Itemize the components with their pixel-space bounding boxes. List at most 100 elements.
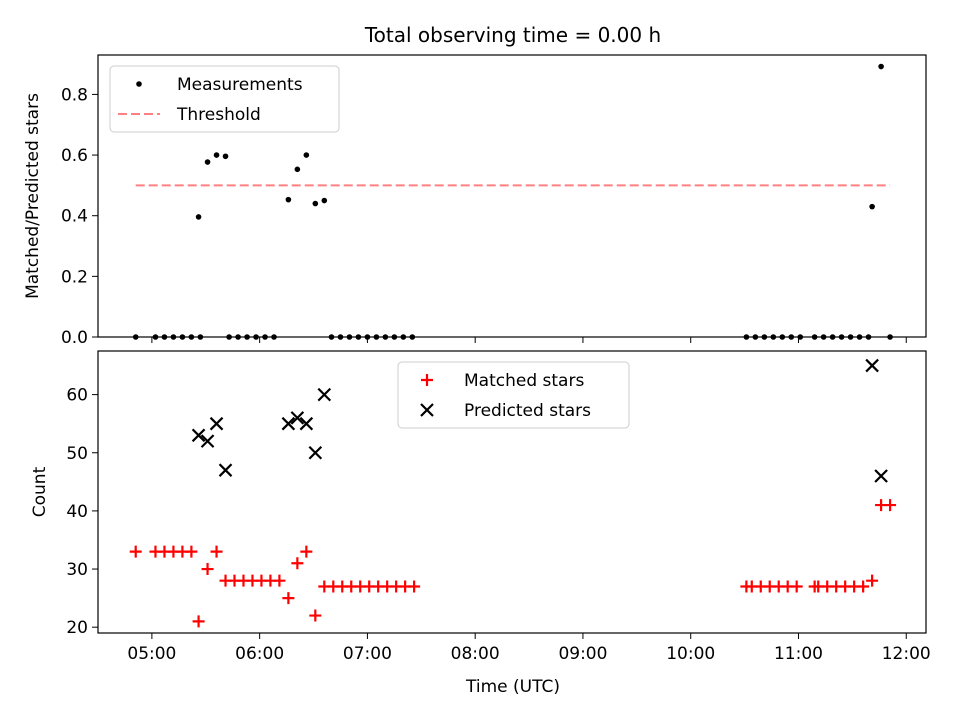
- y-tick-label: 0.0: [61, 328, 88, 348]
- predicted-star-point: [308, 445, 323, 460]
- measurement-point: [244, 334, 250, 340]
- legend: Matched stars Predicted stars: [397, 361, 630, 429]
- measurement-point: [253, 334, 259, 340]
- predicted-star-point: [191, 428, 206, 443]
- plot-frame: [97, 350, 927, 634]
- measurement-point: [213, 152, 220, 158]
- matched-star-point: [291, 557, 304, 570]
- y-tick-label: 30: [66, 560, 88, 580]
- legend-box: [397, 361, 630, 429]
- x-axis-label: Time (UTC): [465, 677, 560, 697]
- y-tick-label: 20: [66, 618, 88, 638]
- measurement-point: [761, 334, 768, 340]
- matched-star-point: [201, 563, 214, 576]
- measurement-point: [161, 334, 168, 340]
- y-tick-label: 50: [66, 444, 88, 464]
- measurement-point: [303, 152, 310, 158]
- legend-marker-matched: [421, 374, 433, 386]
- measurement-point: [226, 334, 232, 340]
- x-tick-label: 10:00: [666, 644, 715, 664]
- measurement-point: [820, 334, 827, 340]
- x-tick-label: 07:00: [343, 644, 392, 664]
- predicted-star-point: [281, 416, 296, 431]
- measurement-point: [204, 159, 211, 165]
- measurement-point: [743, 334, 750, 340]
- predicted-star-point: [299, 416, 314, 431]
- measurement-point: [132, 334, 139, 340]
- x-tick-label: 08:00: [451, 644, 500, 664]
- measurement-point: [235, 334, 241, 340]
- predicted-star-point: [317, 387, 332, 402]
- measurement-point: [865, 334, 872, 340]
- measurement-point: [869, 203, 875, 210]
- legend-box: [109, 65, 340, 133]
- measurement-point: [312, 200, 319, 207]
- measurement-point: [391, 334, 398, 340]
- measurement-point: [797, 334, 804, 340]
- y-tick-label: 40: [66, 502, 88, 522]
- y-tick-label: 0.8: [61, 85, 88, 105]
- measurement-point: [337, 334, 344, 340]
- predicted-star-point: [874, 469, 888, 483]
- measurement-point: [878, 63, 884, 70]
- top-panel: 0.0 0.2 0.4 0.6 0.8 Matched/Predicted stars Me…: [23, 54, 927, 348]
- predicted-star-point: [290, 411, 305, 425]
- x-tick-label: 06:00: [235, 644, 284, 664]
- measurement-point: [770, 334, 777, 340]
- measurement-point: [811, 334, 818, 340]
- matched-star-point: [884, 499, 897, 512]
- measurement-point: [294, 166, 301, 173]
- measurement-point: [838, 334, 845, 340]
- measurement-point: [355, 334, 362, 340]
- chart-title: Total observing time = 0.00 h: [364, 23, 661, 47]
- y-tick-label: 0.6: [61, 146, 88, 166]
- matched-star-point: [408, 580, 421, 593]
- predicted-star-point: [218, 463, 233, 477]
- matched-star-point: [185, 545, 198, 558]
- matched-star-point: [273, 574, 286, 587]
- legend: Measurements Threshold: [109, 65, 340, 133]
- measurement-point: [285, 196, 292, 203]
- plot-frame: [97, 54, 927, 338]
- x-tick-label: 12:00: [882, 644, 931, 664]
- measurement-point: [829, 334, 836, 340]
- measurement-point: [847, 334, 854, 340]
- matched-star-point: [129, 545, 142, 558]
- matched-star-point: [866, 574, 879, 587]
- x-tick-label: 09:00: [558, 644, 607, 664]
- measurement-point: [222, 153, 229, 160]
- measurement-point: [382, 334, 389, 340]
- measurement-point: [170, 334, 177, 340]
- matched-star-point: [210, 545, 223, 558]
- y-tick-label: 0.4: [61, 207, 88, 227]
- matched-star-point: [790, 580, 803, 593]
- measurement-point: [262, 334, 268, 340]
- legend-label-predicted: Predicted stars: [464, 401, 591, 421]
- x-tick-label: 05:00: [127, 644, 176, 664]
- legend-label-threshold: Threshold: [176, 105, 261, 125]
- measurement-point: [752, 334, 759, 340]
- measurement-point: [328, 334, 335, 340]
- matched-star-point: [300, 545, 313, 558]
- measurement-point: [373, 334, 380, 340]
- predicted-star-point: [865, 358, 879, 373]
- y-axis-label: Count: [30, 466, 50, 517]
- measurement-point: [887, 334, 893, 340]
- measurement-point: [271, 334, 277, 340]
- legend-label-matched: Matched stars: [464, 371, 584, 391]
- matched-star-point: [309, 609, 322, 622]
- measurement-point: [179, 334, 186, 340]
- y-tick-label: 0.2: [61, 267, 88, 287]
- measurement-point: [346, 334, 353, 340]
- measurement-point: [364, 334, 371, 340]
- legend-marker-measurements: [136, 81, 142, 87]
- matched-star-point: [192, 615, 205, 628]
- measurement-point: [400, 334, 407, 340]
- predicted-star-point: [209, 416, 224, 431]
- measurement-point: [321, 197, 328, 204]
- measurement-point: [197, 334, 204, 340]
- y-axis-label: Matched/Predicted stars: [23, 93, 43, 299]
- measurement-point: [856, 334, 863, 340]
- measurement-point: [788, 334, 795, 340]
